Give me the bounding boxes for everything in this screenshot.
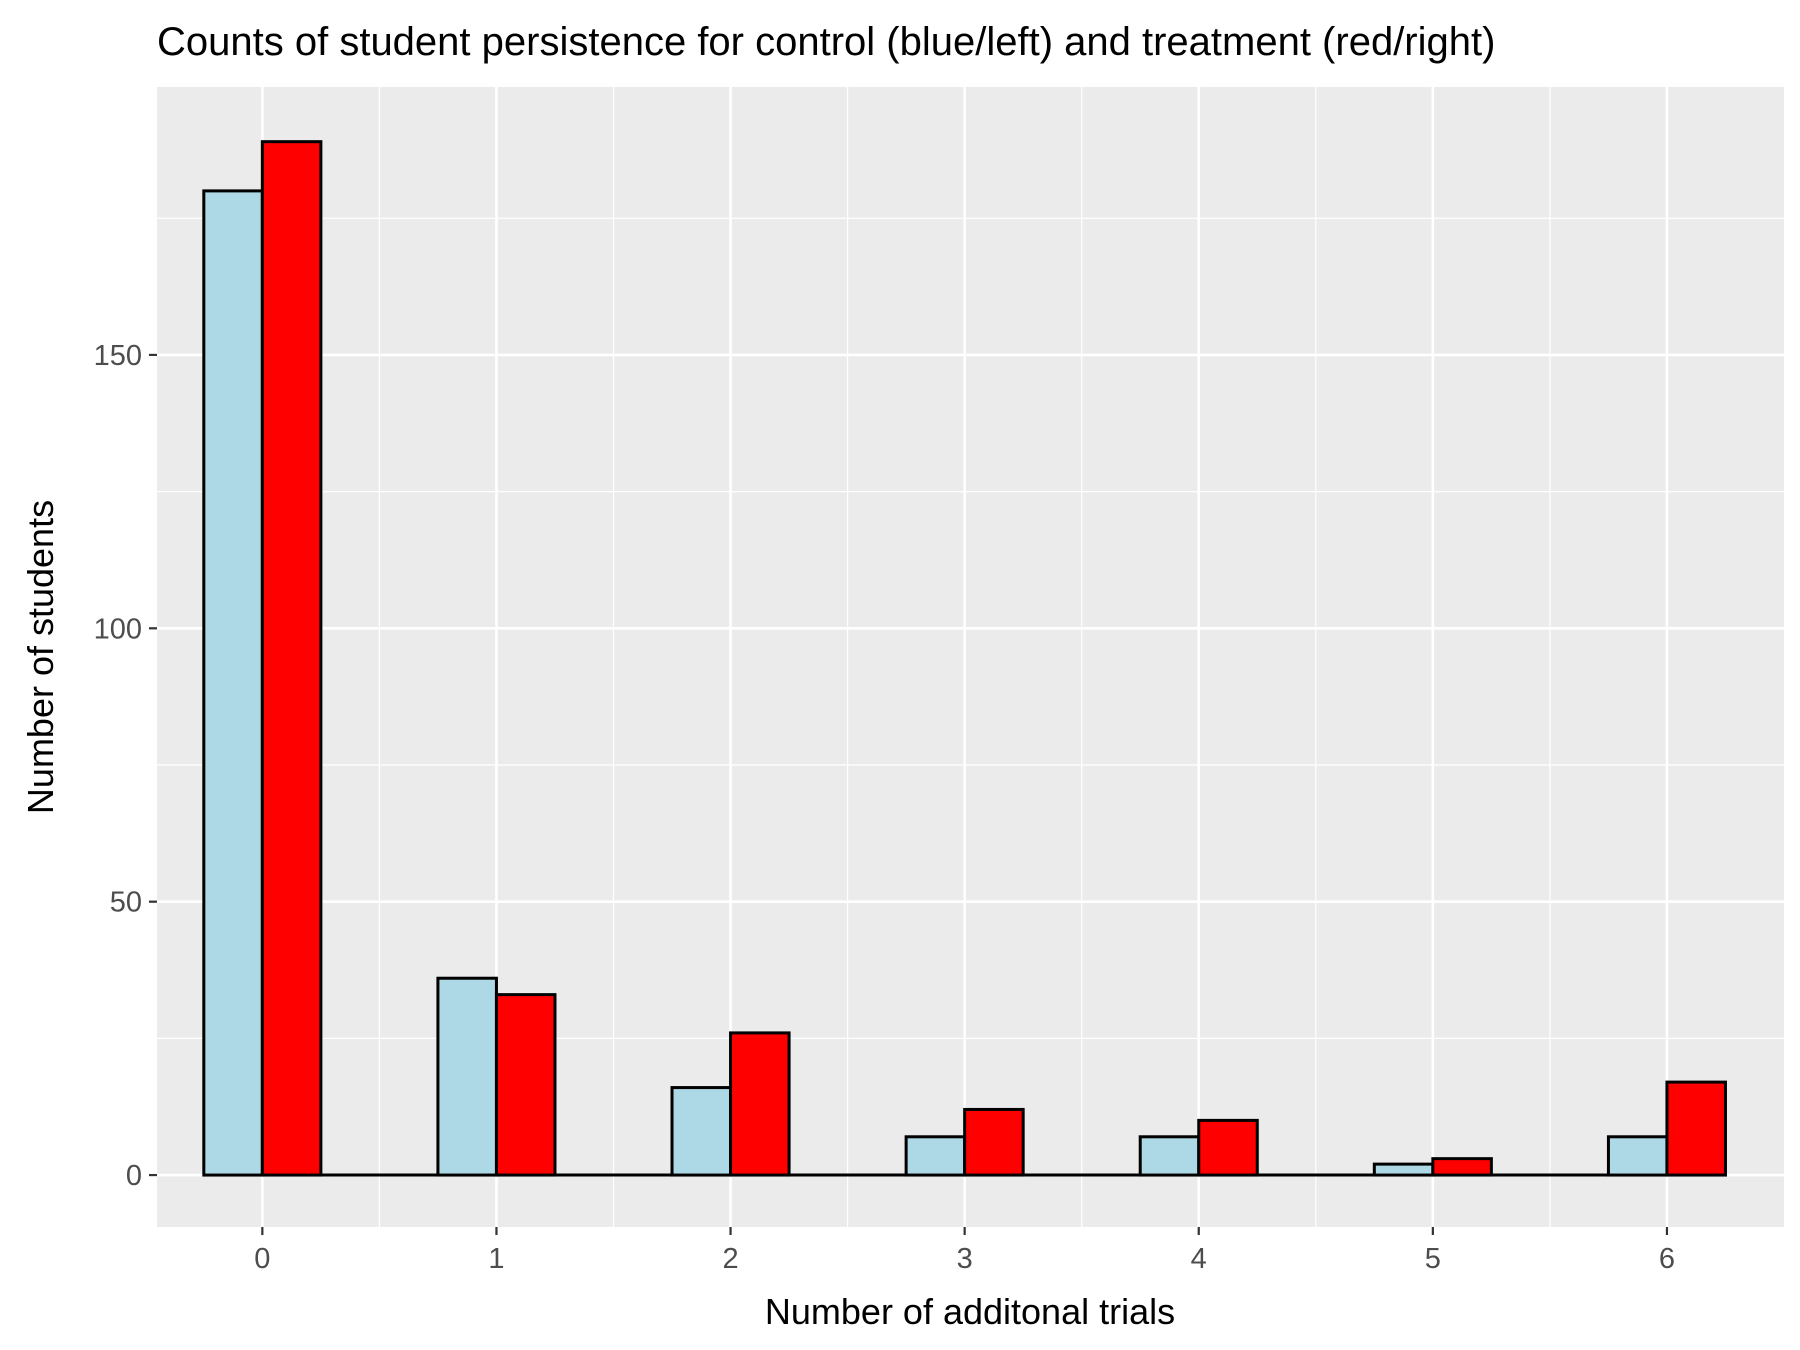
bar-control <box>202 189 264 1177</box>
bar-control <box>1372 1162 1435 1177</box>
y-tick-label: 150 <box>94 340 142 372</box>
bar-treatment <box>1665 1080 1727 1177</box>
bar-control <box>1138 1135 1201 1177</box>
x-axis: 0 1 2 3 4 5 6 <box>254 1227 1675 1275</box>
x-tick-label: 3 <box>957 1243 973 1275</box>
y-tick-label: 0 <box>126 1160 142 1192</box>
y-tick-label: 50 <box>110 887 142 919</box>
x-tick-label: 0 <box>254 1243 270 1275</box>
x-tick-label: 2 <box>722 1243 738 1275</box>
x-tick-label: 5 <box>1425 1243 1441 1275</box>
y-axis-title: Number of students <box>20 500 61 814</box>
bar-treatment <box>494 993 557 1177</box>
x-axis-title: Number of additonal trials <box>765 1291 1175 1332</box>
bar-control <box>904 1135 967 1177</box>
plot-panel <box>157 87 1784 1227</box>
y-axis: 0 50 100 150 <box>94 340 157 1192</box>
bar-treatment <box>729 1031 791 1177</box>
x-tick-label: 6 <box>1659 1243 1675 1275</box>
bar-treatment <box>1431 1157 1493 1177</box>
bars <box>202 140 1727 1177</box>
bar-control <box>436 976 498 1177</box>
x-tick-label: 1 <box>488 1243 504 1275</box>
y-tick-label: 100 <box>94 613 142 645</box>
bar-treatment <box>1197 1118 1259 1177</box>
bar-treatment <box>260 140 323 1177</box>
bar-control <box>1606 1135 1669 1177</box>
bar-treatment <box>963 1107 1025 1177</box>
x-tick-label: 4 <box>1191 1243 1207 1275</box>
chart-title: Counts of student persistence for contro… <box>157 20 1495 64</box>
bar-control <box>670 1086 733 1177</box>
